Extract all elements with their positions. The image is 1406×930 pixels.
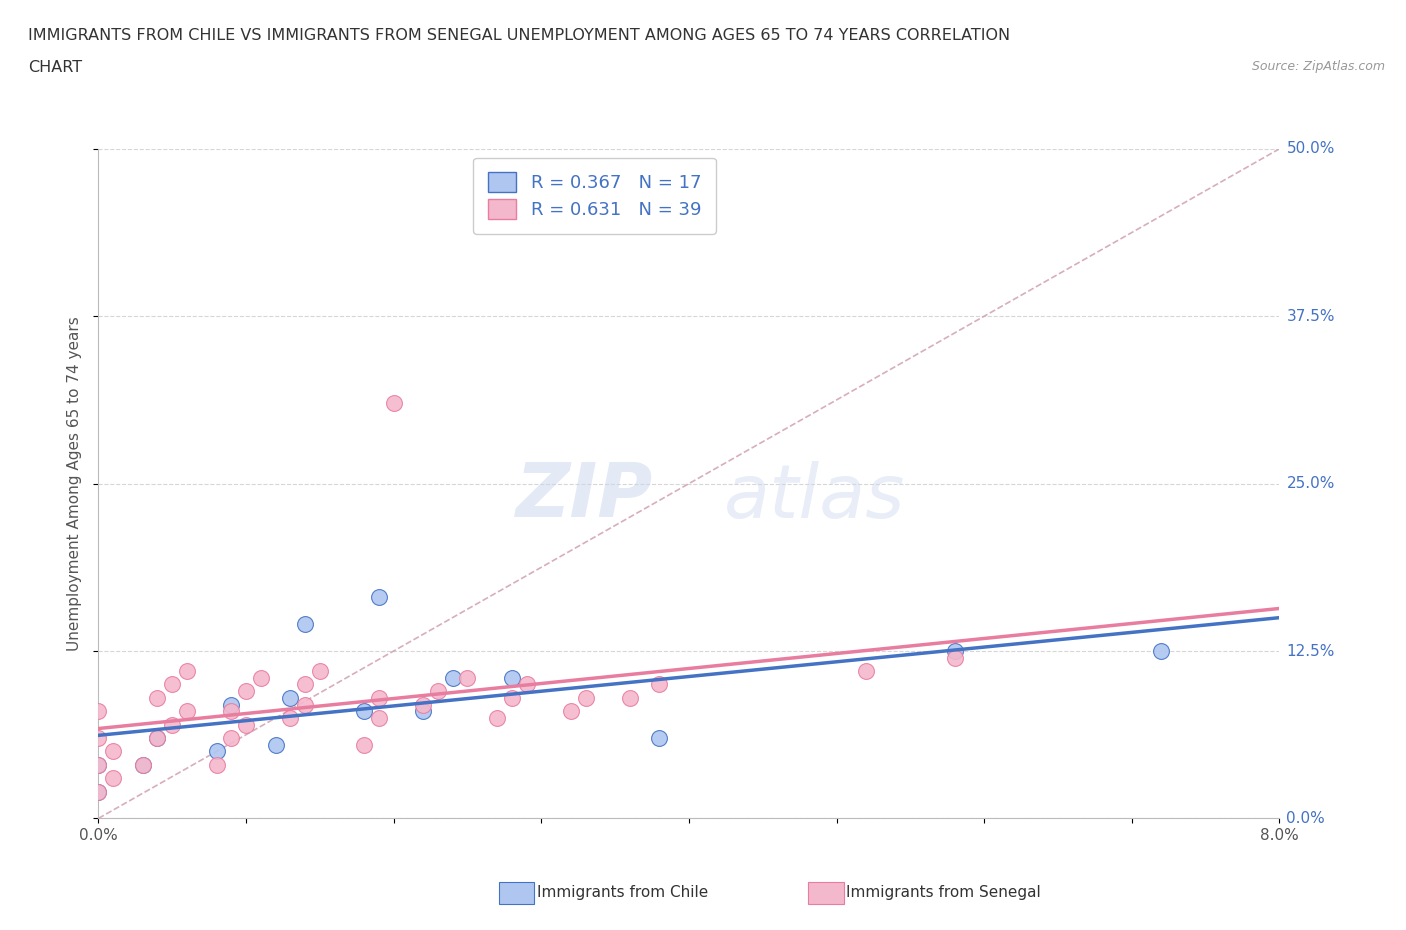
Text: 0.0%: 0.0%	[1286, 811, 1326, 826]
Point	[501, 690, 523, 705]
Point	[205, 757, 228, 772]
Point	[162, 677, 183, 692]
Legend: R = 0.367   N = 17, R = 0.631   N = 39: R = 0.367 N = 17, R = 0.631 N = 39	[472, 158, 716, 233]
Point	[560, 704, 582, 719]
Point	[648, 731, 671, 746]
Text: CHART: CHART	[28, 60, 82, 75]
Point	[278, 690, 301, 705]
Point	[87, 757, 110, 772]
Point	[353, 737, 375, 752]
Point	[382, 396, 405, 411]
Point	[441, 671, 464, 685]
Point	[250, 671, 273, 685]
Point	[103, 771, 124, 786]
Point	[146, 690, 169, 705]
Point	[162, 717, 183, 732]
Point	[132, 757, 155, 772]
Point	[278, 711, 301, 725]
Point	[367, 711, 389, 725]
Point	[176, 664, 198, 679]
Text: IMMIGRANTS FROM CHILE VS IMMIGRANTS FROM SENEGAL UNEMPLOYMENT AMONG AGES 65 TO 7: IMMIGRANTS FROM CHILE VS IMMIGRANTS FROM…	[28, 28, 1011, 43]
Point	[294, 677, 316, 692]
Point	[294, 617, 316, 631]
Point	[235, 717, 257, 732]
Point	[146, 731, 169, 746]
Point	[103, 744, 124, 759]
Point	[412, 704, 434, 719]
Point	[574, 690, 596, 705]
Point	[205, 744, 228, 759]
Point	[501, 671, 523, 685]
Point	[264, 737, 287, 752]
Point	[87, 731, 110, 746]
Point	[367, 590, 389, 604]
Point	[426, 684, 449, 698]
Text: Source: ZipAtlas.com: Source: ZipAtlas.com	[1251, 60, 1385, 73]
Point	[219, 731, 242, 746]
Point	[235, 684, 257, 698]
Text: 25.0%: 25.0%	[1286, 476, 1334, 491]
Point	[412, 698, 434, 712]
Point	[146, 731, 169, 746]
Y-axis label: Unemployment Among Ages 65 to 74 years: Unemployment Among Ages 65 to 74 years	[67, 316, 83, 651]
Point	[515, 677, 537, 692]
Point	[132, 757, 155, 772]
Point	[87, 757, 110, 772]
Point	[219, 704, 242, 719]
Text: 12.5%: 12.5%	[1286, 644, 1334, 658]
Text: 37.5%: 37.5%	[1286, 309, 1334, 324]
Point	[367, 690, 389, 705]
Text: atlas: atlas	[724, 461, 905, 533]
Text: Immigrants from Chile: Immigrants from Chile	[537, 885, 709, 900]
Text: Immigrants from Senegal: Immigrants from Senegal	[846, 885, 1042, 900]
Text: ZIP: ZIP	[516, 460, 654, 534]
Point	[308, 664, 332, 679]
Point	[943, 650, 966, 665]
Point	[176, 704, 198, 719]
Point	[294, 698, 316, 712]
Point	[943, 644, 966, 658]
Point	[353, 704, 375, 719]
Point	[87, 784, 110, 799]
Point	[619, 690, 641, 705]
Point	[1150, 644, 1173, 658]
Point	[87, 704, 110, 719]
Text: 50.0%: 50.0%	[1286, 141, 1334, 156]
Point	[219, 698, 242, 712]
Point	[87, 784, 110, 799]
Point	[456, 671, 478, 685]
Point	[855, 664, 877, 679]
Point	[648, 677, 671, 692]
Point	[485, 711, 508, 725]
